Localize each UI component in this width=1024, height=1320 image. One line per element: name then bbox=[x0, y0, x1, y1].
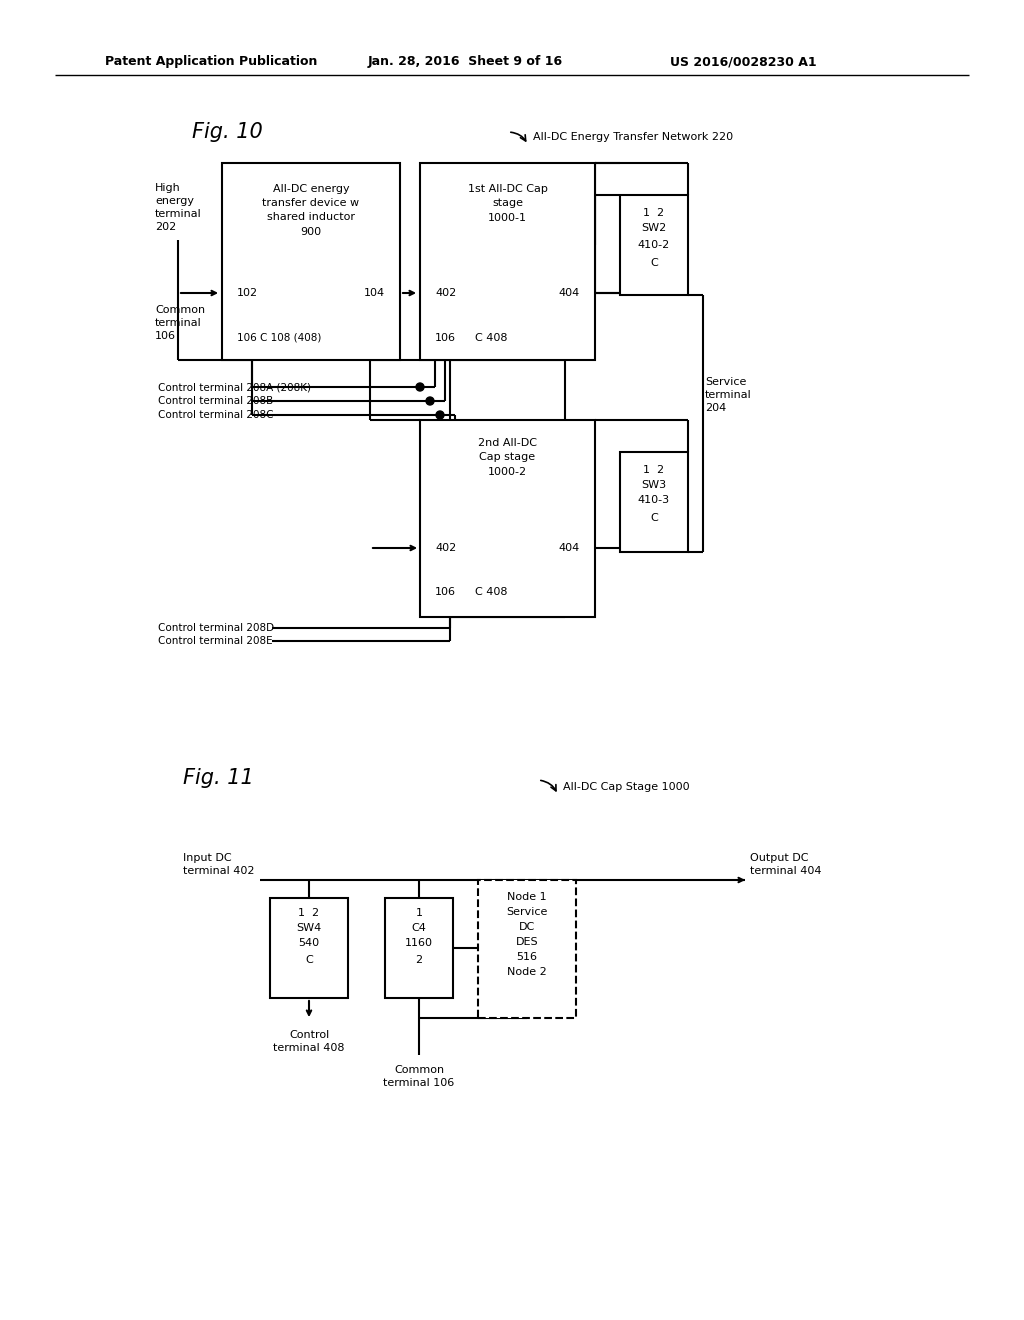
Text: 1st All-DC Cap: 1st All-DC Cap bbox=[468, 183, 548, 194]
Text: Jan. 28, 2016  Sheet 9 of 16: Jan. 28, 2016 Sheet 9 of 16 bbox=[368, 55, 563, 69]
Text: 1000-1: 1000-1 bbox=[488, 213, 527, 223]
Text: 2nd All-DC: 2nd All-DC bbox=[478, 438, 537, 447]
Text: Fig. 11: Fig. 11 bbox=[183, 768, 254, 788]
Text: C: C bbox=[650, 513, 657, 523]
Text: SW2: SW2 bbox=[641, 223, 667, 234]
Text: Patent Application Publication: Patent Application Publication bbox=[105, 55, 317, 69]
Text: shared inductor: shared inductor bbox=[267, 213, 355, 222]
Text: 106: 106 bbox=[435, 587, 456, 597]
Text: C 408: C 408 bbox=[475, 587, 508, 597]
Circle shape bbox=[426, 397, 434, 405]
Bar bbox=[620, 195, 688, 294]
Text: 204: 204 bbox=[705, 403, 726, 413]
Text: Control terminal 208D: Control terminal 208D bbox=[158, 623, 274, 634]
Text: 106 C 108 (408): 106 C 108 (408) bbox=[237, 333, 322, 343]
Circle shape bbox=[416, 383, 424, 391]
Bar bbox=[385, 898, 453, 998]
Bar bbox=[420, 162, 595, 360]
Text: 1: 1 bbox=[416, 908, 423, 917]
Text: energy: energy bbox=[155, 195, 194, 206]
Text: Control terminal 208C: Control terminal 208C bbox=[158, 411, 273, 420]
Text: Node 1: Node 1 bbox=[507, 892, 547, 902]
Bar bbox=[222, 162, 400, 360]
Text: 106: 106 bbox=[435, 333, 456, 343]
Text: 404: 404 bbox=[559, 543, 580, 553]
Text: Control terminal 208A (208K): Control terminal 208A (208K) bbox=[158, 381, 311, 392]
Text: 202: 202 bbox=[155, 222, 176, 232]
Text: Common: Common bbox=[394, 1065, 444, 1074]
Text: C: C bbox=[305, 954, 313, 965]
Text: 104: 104 bbox=[364, 288, 385, 298]
Text: 516: 516 bbox=[516, 952, 538, 962]
Text: 102: 102 bbox=[237, 288, 258, 298]
Text: SW3: SW3 bbox=[641, 480, 667, 490]
Text: Control: Control bbox=[289, 1030, 329, 1040]
Text: 410-2: 410-2 bbox=[638, 240, 670, 249]
Text: Output DC: Output DC bbox=[750, 853, 809, 863]
Text: terminal: terminal bbox=[705, 389, 752, 400]
Text: 540: 540 bbox=[298, 939, 319, 948]
Text: C: C bbox=[650, 257, 657, 268]
Text: US 2016/0028230 A1: US 2016/0028230 A1 bbox=[670, 55, 816, 69]
Text: 1  2: 1 2 bbox=[643, 209, 665, 218]
Text: Input DC: Input DC bbox=[183, 853, 231, 863]
Text: terminal 106: terminal 106 bbox=[383, 1078, 455, 1088]
Text: All-DC Energy Transfer Network 220: All-DC Energy Transfer Network 220 bbox=[534, 132, 733, 143]
Bar bbox=[620, 451, 688, 552]
Text: Service: Service bbox=[705, 378, 746, 387]
Text: terminal 404: terminal 404 bbox=[750, 866, 821, 876]
Text: terminal 408: terminal 408 bbox=[273, 1043, 345, 1053]
Text: 1  2: 1 2 bbox=[643, 465, 665, 475]
Text: Common: Common bbox=[155, 305, 205, 315]
Text: 402: 402 bbox=[435, 543, 457, 553]
Text: 900: 900 bbox=[300, 227, 322, 238]
Text: 410-3: 410-3 bbox=[638, 495, 670, 506]
Bar bbox=[420, 420, 595, 616]
Bar bbox=[478, 880, 575, 1018]
Text: 402: 402 bbox=[435, 288, 457, 298]
Circle shape bbox=[436, 411, 444, 418]
Text: 1  2: 1 2 bbox=[298, 908, 319, 917]
Text: SW4: SW4 bbox=[296, 923, 322, 933]
Text: DC: DC bbox=[519, 921, 536, 932]
Text: All-DC Cap Stage 1000: All-DC Cap Stage 1000 bbox=[563, 781, 689, 792]
Text: Control terminal 208B: Control terminal 208B bbox=[158, 396, 273, 407]
Text: 1000-2: 1000-2 bbox=[488, 467, 527, 477]
Text: Cap stage: Cap stage bbox=[479, 451, 536, 462]
Text: terminal: terminal bbox=[155, 318, 202, 327]
Text: 106: 106 bbox=[155, 331, 176, 341]
Text: terminal: terminal bbox=[155, 209, 202, 219]
Text: 2: 2 bbox=[416, 954, 423, 965]
Text: Control terminal 208E: Control terminal 208E bbox=[158, 636, 272, 645]
Text: All-DC energy: All-DC energy bbox=[272, 183, 349, 194]
Text: Node 2: Node 2 bbox=[507, 968, 547, 977]
Text: Fig. 10: Fig. 10 bbox=[193, 121, 263, 143]
Text: High: High bbox=[155, 183, 181, 193]
Text: DES: DES bbox=[516, 937, 539, 946]
Text: C4: C4 bbox=[412, 923, 426, 933]
Text: stage: stage bbox=[492, 198, 523, 209]
Text: 1160: 1160 bbox=[406, 939, 433, 948]
Text: transfer device w: transfer device w bbox=[262, 198, 359, 209]
Text: C 408: C 408 bbox=[475, 333, 508, 343]
Text: Service: Service bbox=[506, 907, 548, 917]
Bar bbox=[270, 898, 348, 998]
Text: 404: 404 bbox=[559, 288, 580, 298]
Text: terminal 402: terminal 402 bbox=[183, 866, 255, 876]
